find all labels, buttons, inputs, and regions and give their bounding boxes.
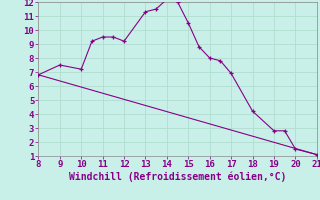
X-axis label: Windchill (Refroidissement éolien,°C): Windchill (Refroidissement éolien,°C) bbox=[69, 172, 286, 182]
